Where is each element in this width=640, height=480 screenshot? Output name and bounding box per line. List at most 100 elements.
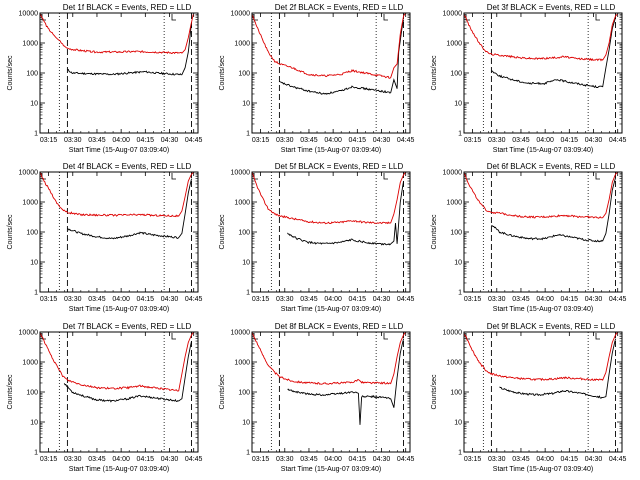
y-axis-label: Counts/sec bbox=[7, 55, 14, 91]
y-tick-label: 100 bbox=[238, 71, 250, 78]
x-tick-label: 04:00 bbox=[324, 137, 342, 144]
series-lld-line bbox=[463, 13, 618, 62]
y-tick-label: 10000 bbox=[443, 330, 463, 337]
panel-det-4f: Det 4f BLACK = Events, RED = LLD Counts/s… bbox=[7, 162, 203, 313]
x-tick-label: 04:30 bbox=[373, 296, 391, 303]
y-tick-label: 1 bbox=[458, 450, 462, 457]
y-tick-label: 1000 bbox=[234, 360, 250, 367]
x-axis-label: Start Time (15-Aug-07 03:09:40) bbox=[69, 466, 169, 473]
x-tick-label: 04:15 bbox=[137, 456, 155, 463]
plot-frame bbox=[39, 171, 199, 293]
corner-marker bbox=[383, 173, 388, 180]
y-axis-label: Counts/sec bbox=[431, 55, 438, 91]
x-tick-label: 04:45 bbox=[397, 296, 415, 303]
plot-frame bbox=[251, 12, 411, 134]
x-tick-label: 04:15 bbox=[561, 456, 579, 463]
y-tick-label: 1000 bbox=[234, 41, 250, 48]
x-tick-label: 03:45 bbox=[88, 456, 106, 463]
series-events-line bbox=[63, 340, 193, 403]
corner-marker bbox=[383, 333, 388, 340]
corner-marker bbox=[465, 333, 470, 340]
corner-marker bbox=[171, 333, 176, 340]
x-tick-label: 03:45 bbox=[300, 137, 318, 144]
y-tick-label: 1000 bbox=[234, 200, 250, 207]
x-tick-label: 03:45 bbox=[300, 296, 318, 303]
series-lld-line bbox=[251, 171, 406, 225]
corner-marker bbox=[41, 333, 46, 340]
y-axis-label: Counts/sec bbox=[219, 55, 226, 91]
plot-frame bbox=[39, 12, 199, 134]
x-tick-label: 04:45 bbox=[397, 456, 415, 463]
y-tick-label: 10000 bbox=[231, 330, 251, 337]
x-tick-label: 04:00 bbox=[536, 137, 554, 144]
x-axis-label: Start Time (15-Aug-07 03:09:40) bbox=[281, 466, 381, 473]
x-tick-label: 04:00 bbox=[112, 137, 130, 144]
chart-title: Det 4f BLACK = Events, RED = LLD bbox=[63, 162, 192, 171]
chart-title: Det 3f BLACK = Events, RED = LLD bbox=[487, 3, 616, 12]
series-events-line bbox=[491, 17, 617, 88]
series-lld-line bbox=[463, 172, 618, 219]
y-tick-label: 10000 bbox=[443, 170, 463, 177]
corner-marker bbox=[41, 14, 46, 21]
plot-frame bbox=[251, 171, 411, 293]
x-tick-label: 04:15 bbox=[137, 137, 155, 144]
plot-frame bbox=[251, 331, 411, 453]
y-tick-label: 1000 bbox=[22, 41, 38, 48]
series-lld-line bbox=[463, 332, 618, 382]
y-tick-label: 10000 bbox=[19, 11, 39, 18]
y-tick-label: 1 bbox=[246, 290, 250, 297]
panel-det-7f: Det 7f BLACK = Events, RED = LLD Counts/s… bbox=[7, 322, 203, 473]
x-axis-label: Start Time (15-Aug-07 03:09:40) bbox=[493, 306, 593, 313]
x-tick-label: 03:45 bbox=[300, 456, 318, 463]
x-tick-label: 04:30 bbox=[585, 296, 603, 303]
x-tick-label: 04:30 bbox=[161, 137, 179, 144]
y-tick-label: 10 bbox=[242, 420, 250, 427]
y-tick-label: 100 bbox=[450, 390, 462, 397]
x-tick-label: 03:45 bbox=[512, 456, 530, 463]
x-tick-label: 04:30 bbox=[585, 137, 603, 144]
y-tick-label: 10000 bbox=[19, 330, 39, 337]
x-tick-label: 03:30 bbox=[64, 296, 82, 303]
x-tick-label: 04:30 bbox=[161, 456, 179, 463]
corner-marker bbox=[595, 333, 600, 340]
y-tick-label: 10 bbox=[454, 260, 462, 267]
corner-marker bbox=[465, 173, 470, 180]
x-tick-label: 04:30 bbox=[585, 456, 603, 463]
chart-title: Det 9f BLACK = Events, RED = LLD bbox=[487, 322, 616, 331]
y-tick-label: 100 bbox=[26, 71, 38, 78]
chart-title: Det 8f BLACK = Events, RED = LLD bbox=[275, 322, 404, 331]
panel-det-8f: Det 8f BLACK = Events, RED = LLD Counts/s… bbox=[219, 322, 415, 473]
x-tick-label: 04:00 bbox=[112, 296, 130, 303]
y-tick-label: 100 bbox=[238, 230, 250, 237]
series-events-line bbox=[287, 180, 405, 246]
y-tick-label: 10 bbox=[242, 101, 250, 108]
x-tick-label: 03:15 bbox=[40, 137, 58, 144]
series-lld-line bbox=[251, 13, 406, 79]
corner-marker bbox=[171, 14, 176, 21]
series-events-line bbox=[67, 21, 193, 76]
y-tick-label: 1000 bbox=[22, 200, 38, 207]
y-axis-label: Counts/sec bbox=[431, 214, 438, 250]
series-events-line bbox=[287, 338, 405, 425]
y-tick-label: 1 bbox=[458, 131, 462, 138]
x-tick-label: 03:15 bbox=[40, 456, 58, 463]
y-tick-label: 1 bbox=[458, 290, 462, 297]
chart-title: Det 5f BLACK = Events, RED = LLD bbox=[275, 162, 404, 171]
corner-marker bbox=[253, 173, 258, 180]
series-lld-line bbox=[39, 332, 194, 392]
x-axis-label: Start Time (15-Aug-07 03:09:40) bbox=[69, 147, 169, 154]
x-axis-label: Start Time (15-Aug-07 03:09:40) bbox=[493, 466, 593, 473]
x-tick-label: 03:30 bbox=[64, 137, 82, 144]
x-axis-label: Start Time (15-Aug-07 03:09:40) bbox=[69, 306, 169, 313]
x-tick-label: 04:45 bbox=[609, 137, 627, 144]
y-tick-label: 1 bbox=[34, 450, 38, 457]
y-tick-label: 1 bbox=[34, 131, 38, 138]
y-tick-label: 10 bbox=[242, 260, 250, 267]
x-tick-label: 04:15 bbox=[137, 296, 155, 303]
x-tick-label: 04:30 bbox=[373, 137, 391, 144]
x-tick-label: 04:15 bbox=[561, 137, 579, 144]
series-lld-line bbox=[39, 13, 194, 55]
x-tick-label: 04:15 bbox=[349, 296, 367, 303]
chart-title: Det 2f BLACK = Events, RED = LLD bbox=[275, 3, 404, 12]
